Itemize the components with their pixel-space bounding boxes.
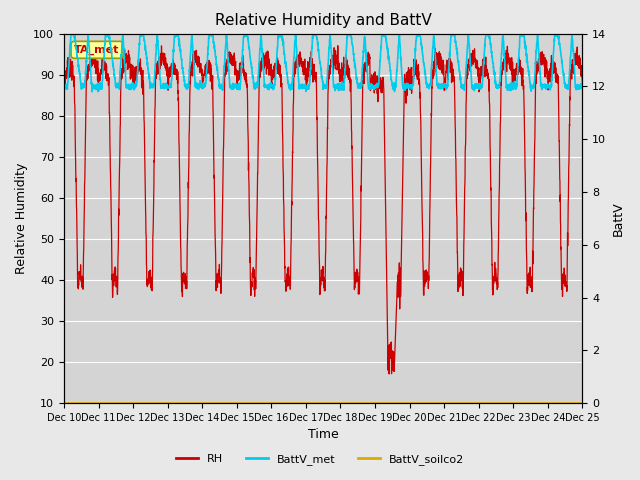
- Y-axis label: BattV: BattV: [612, 201, 625, 236]
- Title: Relative Humidity and BattV: Relative Humidity and BattV: [215, 13, 431, 28]
- X-axis label: Time: Time: [308, 429, 339, 442]
- Text: TA_met: TA_met: [74, 45, 120, 55]
- Y-axis label: Relative Humidity: Relative Humidity: [15, 163, 28, 274]
- Legend: RH, BattV_met, BattV_soilco2: RH, BattV_met, BattV_soilco2: [172, 450, 468, 469]
